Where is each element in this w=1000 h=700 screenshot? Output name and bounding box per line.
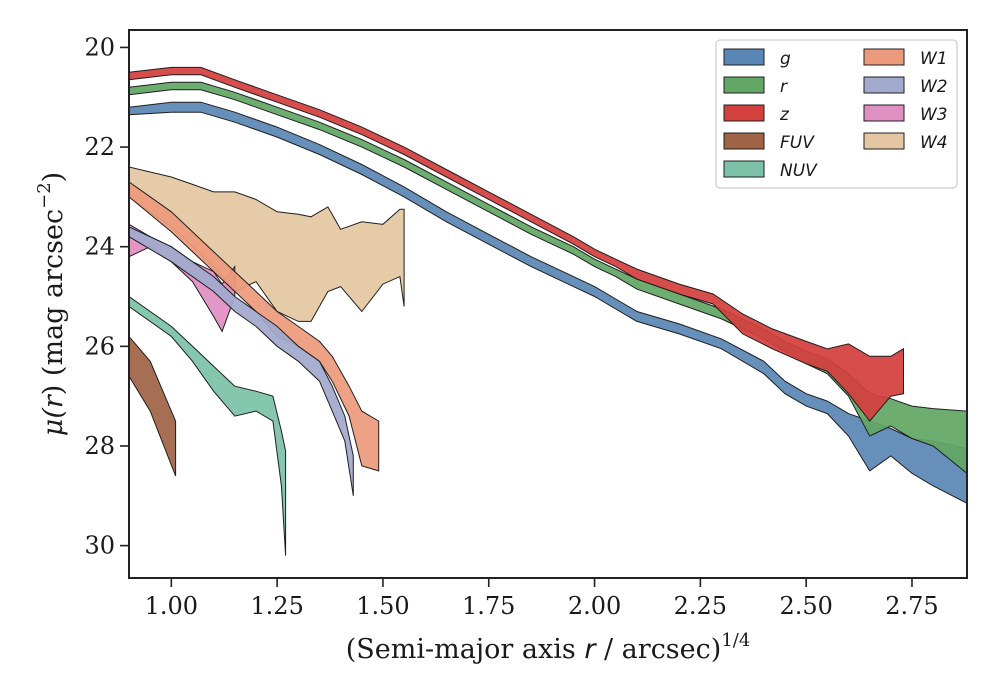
ticks-layer: 1.00 1.25 1.50 1.75 2.00 2.25 2.50 2.75 20 22 24 26…	[84, 33, 938, 620]
x-tick-label: 1.50	[356, 592, 409, 620]
legend-swatch	[863, 132, 905, 150]
legend-item-r: r	[723, 76, 788, 97]
legend-label: FUV	[780, 133, 815, 153]
band-g	[129, 101, 967, 504]
legend-label: W1	[920, 49, 948, 69]
band-fuv	[129, 335, 177, 477]
x-axis-label: (Semi-major axis r / arcsec)1/4	[346, 630, 751, 665]
band-w4	[129, 166, 405, 322]
legend-item-w2: W2	[863, 76, 948, 97]
series-layer	[129, 66, 967, 556]
x-tick-label: 1.00	[145, 592, 198, 620]
legend-label: W3	[920, 105, 948, 125]
y-tick-label: 30	[84, 532, 115, 560]
y-tick-label: 28	[84, 432, 115, 460]
legend-item-nuv: NUV	[723, 160, 818, 181]
legend-swatch	[863, 104, 905, 122]
legend-item-g: g	[723, 48, 791, 69]
legend-label: NUV	[780, 161, 818, 181]
legend-item-w3: W3	[863, 104, 948, 125]
legend-swatch	[723, 104, 765, 122]
legend-item-fuv: FUV	[723, 132, 815, 153]
legend-item-w1: W1	[863, 48, 948, 69]
y-tick-label: 20	[84, 33, 115, 61]
x-tick-label: 1.75	[462, 592, 515, 620]
band-z	[129, 66, 904, 422]
x-tick-label: 2.75	[885, 592, 938, 620]
x-tick-label: 2.50	[779, 592, 832, 620]
legend-label: W2	[920, 77, 948, 97]
legend-label: r	[780, 77, 788, 97]
y-axis-label: μ(r) (mag arcsec−2)	[34, 172, 69, 436]
legend: grz FUV NUV W1 W2 W3 W4	[715, 39, 958, 189]
legend-swatch	[723, 48, 765, 66]
x-tick-label: 1.25	[250, 592, 303, 620]
y-tick-label: 22	[84, 133, 115, 161]
legend-swatch	[863, 48, 905, 66]
band-r	[129, 81, 967, 475]
legend-swatch	[723, 76, 765, 94]
axis-labels: (Semi-major axis r / arcsec)1/4 μ(r) (mag…	[34, 172, 750, 665]
legend-swatch	[863, 76, 905, 94]
band-w1	[129, 181, 380, 472]
band-nuv	[129, 295, 287, 556]
legend-label: z	[779, 105, 790, 125]
legend-item-z: z	[723, 104, 790, 125]
x-tick-label: 2.00	[568, 592, 621, 620]
legend-swatch	[723, 160, 765, 178]
legend-swatch	[723, 132, 765, 150]
band-w2	[129, 226, 354, 496]
plot-frame	[128, 29, 968, 579]
x-tick-label: 2.25	[674, 592, 727, 620]
legend-item-w4: W4	[863, 132, 948, 153]
legend-label: g	[780, 49, 791, 69]
legend-label: W4	[920, 133, 948, 153]
y-tick-label: 26	[84, 332, 115, 360]
y-tick-label: 24	[84, 233, 115, 261]
